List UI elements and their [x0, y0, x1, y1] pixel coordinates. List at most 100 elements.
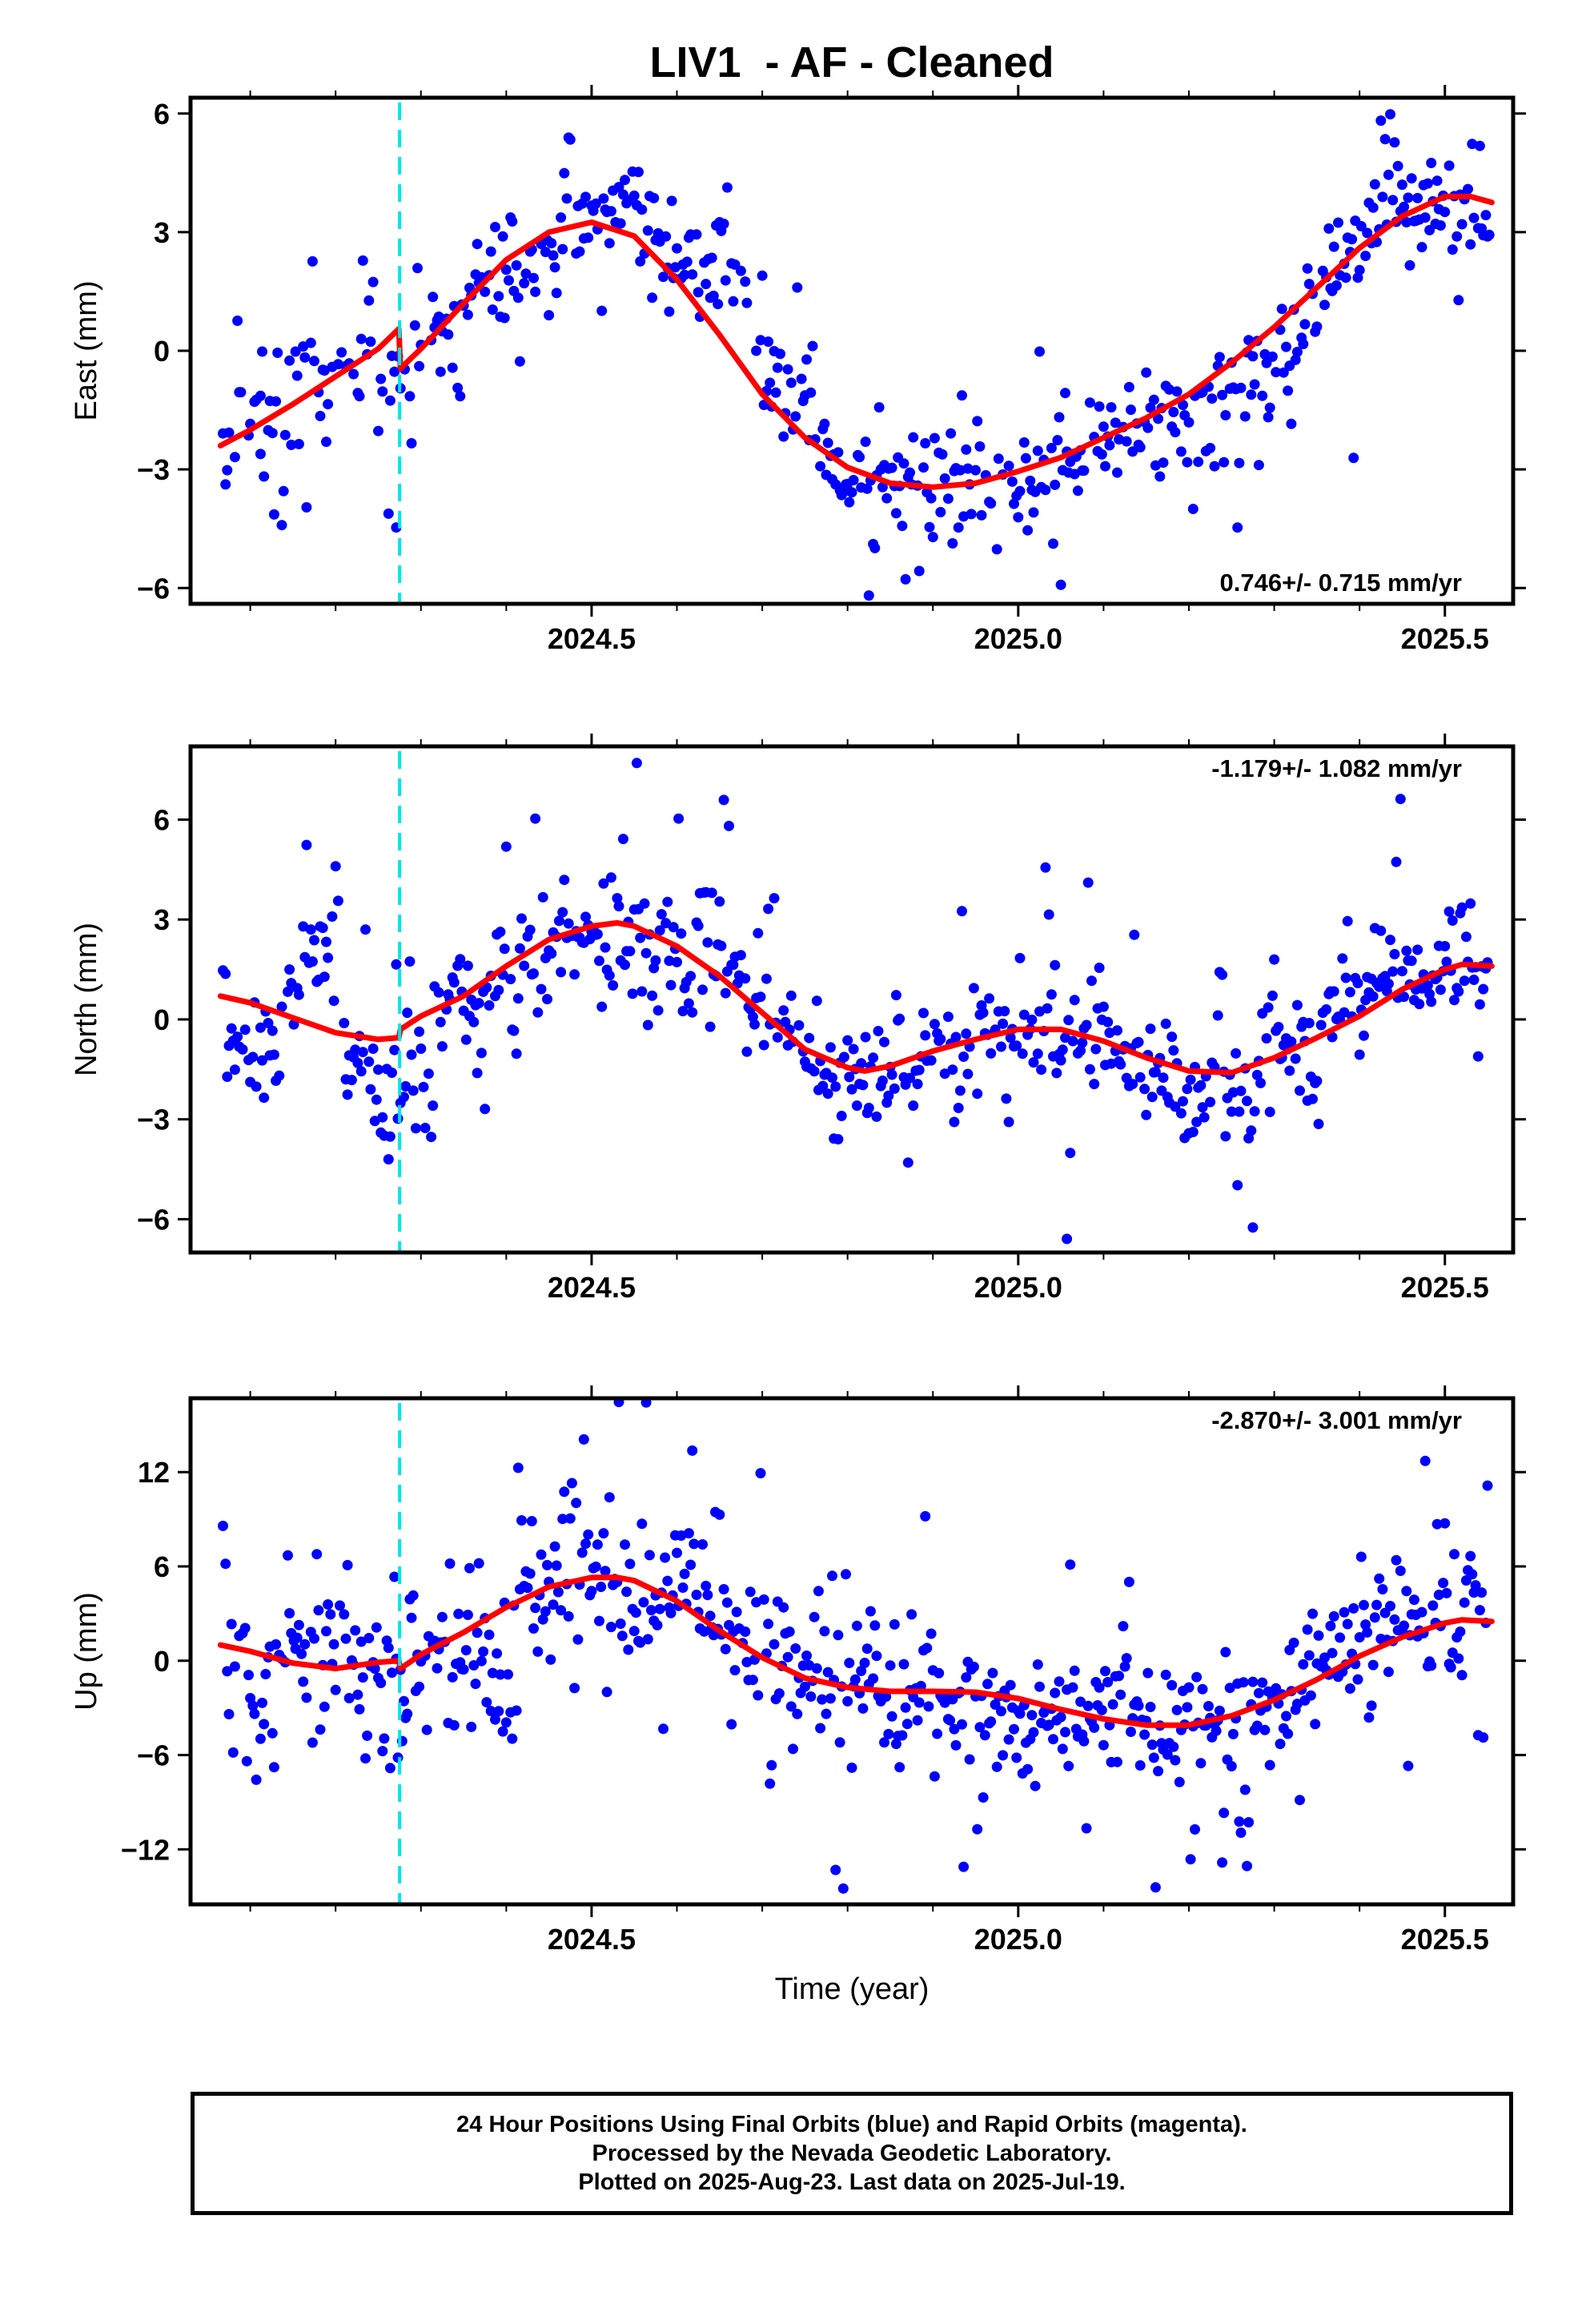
- data-point: [620, 175, 630, 186]
- data-point: [946, 428, 957, 439]
- data-point: [1178, 1096, 1188, 1107]
- data-point: [473, 1558, 484, 1569]
- data-point: [1094, 401, 1105, 412]
- data-point: [1303, 1650, 1315, 1661]
- data-point: [360, 924, 371, 935]
- data-point: [1077, 1037, 1088, 1048]
- data-point: [323, 952, 334, 963]
- data-point: [863, 1103, 874, 1113]
- data-point: [1414, 999, 1425, 1010]
- data-point: [1352, 978, 1363, 989]
- data-point: [226, 1023, 237, 1034]
- data-point: [330, 1684, 341, 1695]
- data-point: [1438, 1578, 1449, 1589]
- data-point: [444, 1558, 456, 1569]
- data-point: [1040, 485, 1051, 496]
- x-tick-label: 2025.5: [1401, 1271, 1489, 1304]
- data-point: [640, 947, 652, 959]
- data-point: [528, 1623, 539, 1634]
- data-point: [598, 878, 609, 889]
- data-point: [1249, 379, 1260, 390]
- data-point: [1480, 210, 1492, 221]
- data-point: [1025, 475, 1036, 486]
- data-point: [569, 1683, 580, 1694]
- data-point: [851, 1620, 862, 1631]
- data-point: [613, 1398, 624, 1408]
- data-point: [621, 1586, 632, 1598]
- data-point: [905, 1072, 915, 1084]
- data-point: [699, 1626, 710, 1637]
- data-point: [825, 1042, 836, 1053]
- data-point: [373, 425, 383, 436]
- data-point: [1011, 1752, 1022, 1763]
- data-point: [863, 590, 874, 601]
- data-point: [697, 984, 708, 995]
- data-point: [751, 345, 762, 356]
- data-point: [247, 1700, 259, 1711]
- data-point: [982, 1679, 993, 1690]
- up-panel: 2024.5 2025.0 2025.5 −12 −6 0 6 12 Up (mm) -2.870…: [70, 1385, 1526, 1956]
- data-point: [1281, 1711, 1291, 1722]
- data-point: [1057, 1044, 1068, 1055]
- y-tick-label: 6: [154, 1550, 170, 1583]
- data-point: [268, 509, 279, 520]
- data-point: [564, 1513, 576, 1524]
- data-point: [817, 1694, 828, 1705]
- data-point: [1114, 1671, 1125, 1682]
- data-point: [986, 1716, 997, 1727]
- data-point: [537, 1614, 548, 1625]
- data-point: [1153, 413, 1164, 424]
- data-point: [1465, 1550, 1476, 1562]
- data-point: [935, 1034, 946, 1044]
- data-point: [747, 1675, 758, 1686]
- data-point: [1014, 952, 1026, 963]
- data-point: [1419, 212, 1431, 223]
- data-point: [665, 1607, 677, 1618]
- data-point: [339, 1018, 350, 1028]
- data-point: [897, 1730, 908, 1741]
- data-point: [1129, 929, 1140, 940]
- data-point: [332, 895, 343, 907]
- data-point: [561, 193, 572, 204]
- data-point: [283, 1550, 293, 1561]
- data-point: [580, 1538, 591, 1550]
- data-point: [1468, 212, 1480, 223]
- data-point: [929, 1019, 940, 1030]
- data-point: [912, 1715, 923, 1726]
- data-point: [1094, 1682, 1105, 1693]
- data-point: [571, 1498, 582, 1509]
- data-point: [500, 1717, 512, 1728]
- data-point: [1048, 538, 1058, 549]
- data-point: [857, 1703, 869, 1714]
- data-point: [1069, 995, 1080, 1006]
- data-point: [898, 458, 909, 469]
- data-point: [1115, 1059, 1126, 1070]
- data-point: [913, 1064, 925, 1076]
- data-point: [520, 268, 532, 279]
- data-point: [511, 1705, 522, 1716]
- data-point: [1327, 1031, 1338, 1043]
- data-point: [1145, 1023, 1156, 1035]
- data-point: [1264, 1759, 1275, 1771]
- data-point: [681, 256, 693, 267]
- data-point: [1288, 1637, 1299, 1648]
- data-point: [251, 1081, 262, 1092]
- data-point: [1238, 1677, 1249, 1688]
- data-point: [259, 1719, 270, 1730]
- data-point: [301, 1692, 312, 1703]
- data-point: [514, 943, 525, 954]
- data-point: [1311, 321, 1323, 332]
- data-point: [507, 1733, 518, 1744]
- y-tick-label: 0: [154, 335, 170, 368]
- data-point: [813, 1586, 824, 1597]
- data-point: [1170, 1755, 1181, 1766]
- data-point: [635, 932, 646, 943]
- data-point: [276, 520, 287, 531]
- data-point: [1150, 1067, 1161, 1078]
- data-point: [1257, 390, 1268, 401]
- data-point: [842, 1695, 853, 1707]
- data-point: [848, 1043, 859, 1055]
- data-point: [1043, 1719, 1054, 1731]
- data-point: [485, 246, 496, 257]
